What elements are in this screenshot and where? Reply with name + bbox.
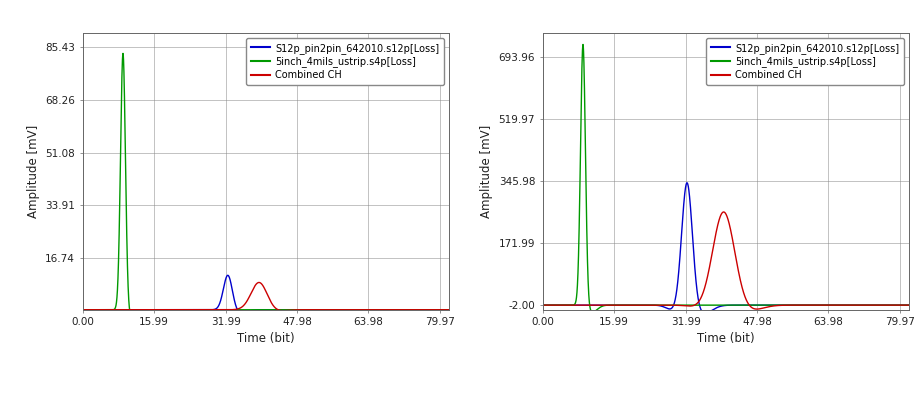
Legend: S12p_pin2pin_642010.s12p[Loss], 5inch_4mils_ustrip.s4p[Loss], Combined CH: S12p_pin2pin_642010.s12p[Loss], 5inch_4m… (245, 38, 444, 85)
X-axis label: Time (bit): Time (bit) (697, 332, 754, 344)
Text: Single Bit Response: Single Bit Response (616, 375, 763, 388)
Y-axis label: Amplitude [mV]: Amplitude [mV] (27, 125, 40, 218)
Legend: S12p_pin2pin_642010.s12p[Loss], 5inch_4mils_ustrip.s4p[Loss], Combined CH: S12p_pin2pin_642010.s12p[Loss], 5inch_4m… (705, 38, 903, 85)
X-axis label: Time (bit): Time (bit) (237, 332, 294, 344)
Y-axis label: Amplitude [mV]: Amplitude [mV] (480, 125, 493, 218)
Text: JNEye Channel Viewer: [27] SBR: Sdd21: JNEye Channel Viewer: [27] SBR: Sdd21 (573, 6, 806, 19)
Text: Impulse Response: Impulse Response (163, 375, 297, 388)
Text: JNEye Channel Viewer: [28] IR: Sdd21: JNEye Channel Viewer: [28] IR: Sdd21 (119, 6, 341, 19)
